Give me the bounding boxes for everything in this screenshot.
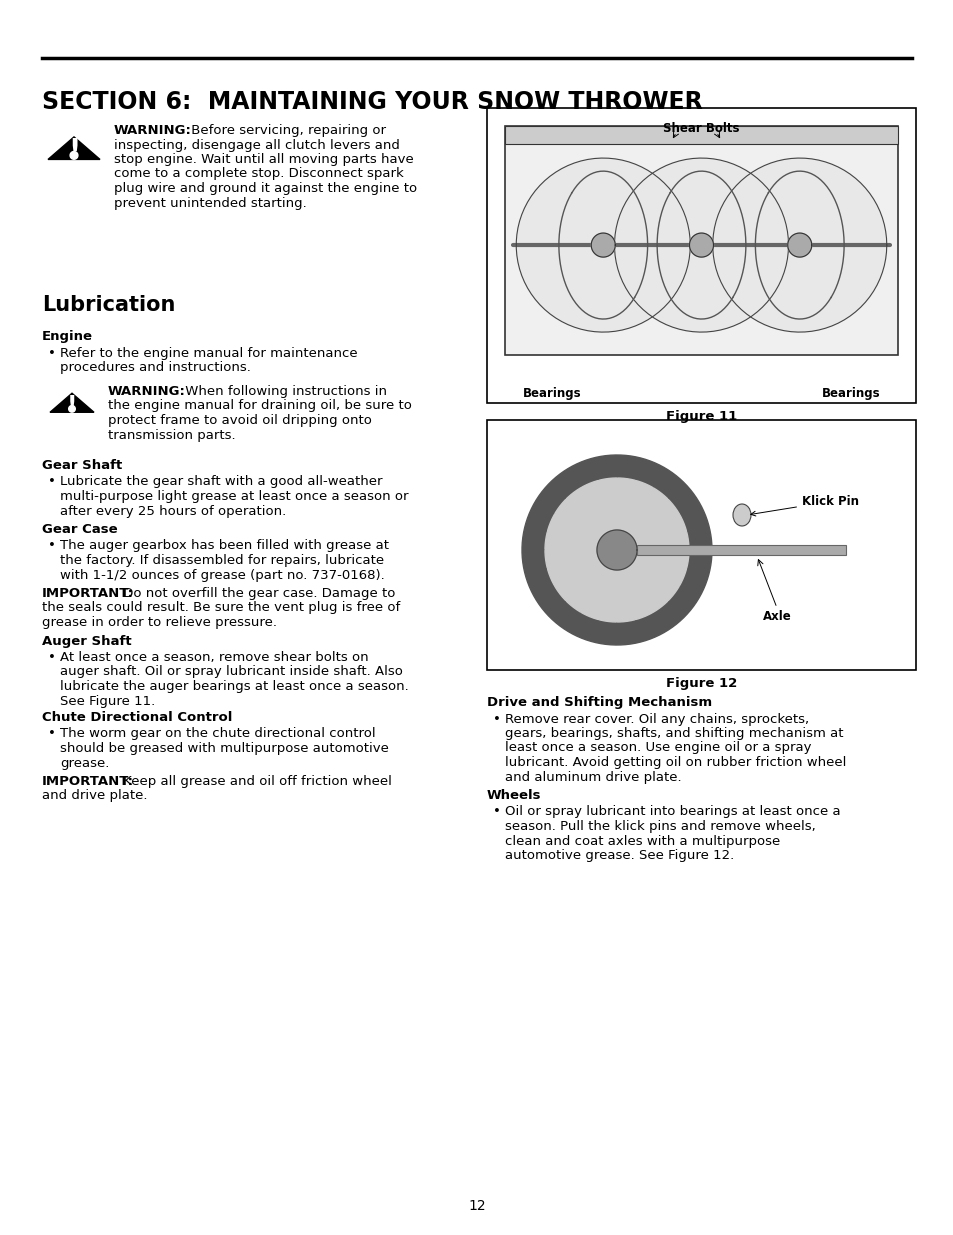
Bar	[486, 420, 915, 671]
Text: Auger Shaft: Auger Shaft	[42, 635, 132, 647]
Text: and aluminum drive plate.: and aluminum drive plate.	[504, 771, 680, 783]
Text: prevent unintended starting.: prevent unintended starting.	[113, 196, 307, 210]
Text: •: •	[493, 805, 500, 819]
Polygon shape	[521, 454, 711, 645]
Text: clean and coat axles with a multipurpose: clean and coat axles with a multipurpose	[504, 835, 780, 847]
Text: with 1-1/2 ounces of grease (part no. 737-0168).: with 1-1/2 ounces of grease (part no. 73…	[60, 568, 384, 582]
Text: Figure 12: Figure 12	[665, 677, 737, 690]
Text: procedures and instructions.: procedures and instructions.	[60, 362, 251, 374]
Text: Axle: Axle	[761, 610, 791, 622]
Text: plug wire and ground it against the engine to: plug wire and ground it against the engi…	[113, 182, 416, 195]
Text: WARNING:: WARNING:	[108, 385, 186, 398]
Text: •: •	[48, 651, 56, 664]
Text: least once a season. Use engine oil or a spray: least once a season. Use engine oil or a…	[504, 741, 811, 755]
Text: Remove rear cover. Oil any chains, sprockets,: Remove rear cover. Oil any chains, sproc…	[504, 713, 808, 725]
Text: the seals could result. Be sure the vent plug is free of: the seals could result. Be sure the vent…	[42, 601, 400, 615]
Text: Keep all grease and oil off friction wheel: Keep all grease and oil off friction whe…	[119, 776, 392, 788]
Text: gears, bearings, shafts, and shifting mechanism at: gears, bearings, shafts, and shifting me…	[504, 727, 842, 740]
Text: Shear Bolts: Shear Bolts	[662, 122, 739, 135]
Text: Before servicing, repairing or: Before servicing, repairing or	[187, 124, 386, 137]
Text: Figure 11: Figure 11	[665, 410, 737, 424]
Text: Do not overfill the gear case. Damage to: Do not overfill the gear case. Damage to	[119, 587, 395, 600]
Text: lubricate the auger bearings at least once a season.: lubricate the auger bearings at least on…	[60, 680, 408, 693]
Text: When following instructions in: When following instructions in	[181, 385, 387, 398]
Polygon shape	[50, 393, 94, 412]
Text: Bearings: Bearings	[821, 387, 880, 400]
Text: Bearings: Bearings	[522, 387, 580, 400]
Text: stop engine. Wait until all moving parts have: stop engine. Wait until all moving parts…	[113, 153, 414, 165]
Text: IMPORTANT:: IMPORTANT:	[42, 587, 133, 600]
Text: !: !	[68, 138, 80, 164]
Polygon shape	[614, 158, 788, 332]
Text: season. Pull the klick pins and remove wheels,: season. Pull the klick pins and remove w…	[504, 820, 815, 832]
Text: Klick Pin: Klick Pin	[750, 495, 858, 516]
Text: At least once a season, remove shear bolts on: At least once a season, remove shear bol…	[60, 651, 368, 664]
Text: grease.: grease.	[60, 757, 110, 769]
Bar	[486, 107, 915, 403]
Text: after every 25 hours of operation.: after every 25 hours of operation.	[60, 505, 286, 517]
Text: Engine: Engine	[42, 330, 92, 343]
Text: the engine manual for draining oil, be sure to: the engine manual for draining oil, be s…	[108, 399, 412, 412]
Text: Refer to the engine manual for maintenance: Refer to the engine manual for maintenan…	[60, 347, 357, 359]
Text: inspecting, disengage all clutch levers and: inspecting, disengage all clutch levers …	[113, 138, 399, 152]
Polygon shape	[516, 158, 690, 332]
Text: IMPORTANT:: IMPORTANT:	[42, 776, 133, 788]
Text: Wheels: Wheels	[486, 789, 541, 802]
Text: Chute Directional Control: Chute Directional Control	[42, 711, 233, 724]
Text: Gear Case: Gear Case	[42, 522, 117, 536]
Text: multi-purpose light grease at least once a season or: multi-purpose light grease at least once…	[60, 490, 408, 503]
Text: See Figure 11.: See Figure 11.	[60, 694, 155, 708]
Text: grease in order to relieve pressure.: grease in order to relieve pressure.	[42, 616, 276, 629]
Text: •: •	[493, 713, 500, 725]
Text: should be greased with multipurpose automotive: should be greased with multipurpose auto…	[60, 742, 389, 755]
Polygon shape	[689, 233, 713, 257]
Text: the factory. If disassembled for repairs, lubricate: the factory. If disassembled for repairs…	[60, 555, 384, 567]
Text: Gear Shaft: Gear Shaft	[42, 459, 122, 472]
Text: Oil or spray lubricant into bearings at least once a: Oil or spray lubricant into bearings at …	[504, 805, 840, 819]
Bar	[504, 126, 897, 144]
Polygon shape	[48, 137, 100, 159]
Text: Lubrication: Lubrication	[42, 295, 175, 315]
Text: •: •	[48, 540, 56, 552]
Text: •: •	[48, 475, 56, 489]
FancyArrow shape	[637, 545, 845, 555]
Polygon shape	[712, 158, 886, 332]
Polygon shape	[787, 233, 811, 257]
Text: SECTION 6:  MAINTAINING YOUR SNOW THROWER: SECTION 6: MAINTAINING YOUR SNOW THROWER	[42, 90, 702, 114]
Text: !: !	[67, 394, 77, 416]
Polygon shape	[597, 530, 637, 571]
Text: transmission parts.: transmission parts.	[108, 429, 235, 441]
Polygon shape	[69, 405, 75, 412]
Text: •: •	[48, 347, 56, 359]
Polygon shape	[544, 478, 688, 622]
Text: Drive and Shifting Mechanism: Drive and Shifting Mechanism	[486, 697, 711, 709]
Bar	[504, 126, 897, 354]
Polygon shape	[591, 233, 615, 257]
Text: come to a complete stop. Disconnect spark: come to a complete stop. Disconnect spar…	[113, 168, 403, 180]
Text: 12: 12	[468, 1199, 485, 1213]
Text: lubricant. Avoid getting oil on rubber friction wheel: lubricant. Avoid getting oil on rubber f…	[504, 756, 845, 769]
Text: Lubricate the gear shaft with a good all-weather: Lubricate the gear shaft with a good all…	[60, 475, 382, 489]
Text: auger shaft. Oil or spray lubricant inside shaft. Also: auger shaft. Oil or spray lubricant insi…	[60, 666, 402, 678]
Text: and drive plate.: and drive plate.	[42, 789, 148, 803]
Text: The auger gearbox has been filled with grease at: The auger gearbox has been filled with g…	[60, 540, 389, 552]
Ellipse shape	[732, 504, 750, 526]
Polygon shape	[70, 152, 78, 159]
Text: The worm gear on the chute directional control: The worm gear on the chute directional c…	[60, 727, 375, 741]
Text: automotive grease. See Figure 12.: automotive grease. See Figure 12.	[504, 848, 734, 862]
Text: protect frame to avoid oil dripping onto: protect frame to avoid oil dripping onto	[108, 414, 372, 427]
Text: WARNING:: WARNING:	[113, 124, 192, 137]
Text: •: •	[48, 727, 56, 741]
